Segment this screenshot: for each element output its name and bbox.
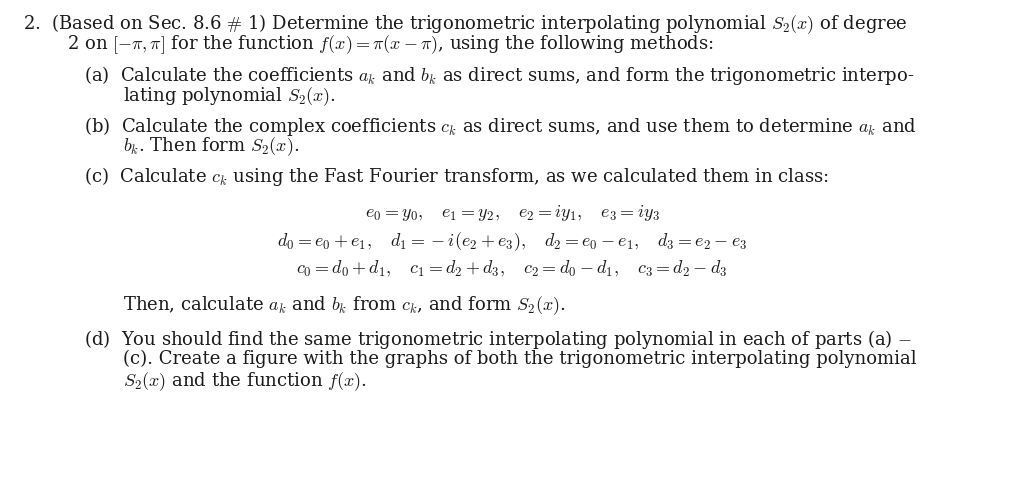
Text: $e_0 = y_0, \quad e_1 = y_2, \quad e_2 = iy_1, \quad e_3 = iy_3$: $e_0 = y_0, \quad e_1 = y_2, \quad e_2 =… <box>365 203 659 222</box>
Text: (a)  Calculate the coefficients $a_k$ and $b_k$ as direct sums, and form the tri: (a) Calculate the coefficients $a_k$ and… <box>84 64 914 87</box>
Text: $b_k$. Then form $S_2(x)$.: $b_k$. Then form $S_2(x)$. <box>123 135 299 158</box>
Text: (c). Create a figure with the graphs of both the trigonometric interpolating pol: (c). Create a figure with the graphs of … <box>123 349 916 368</box>
Text: 2 on $[-\pi, \pi]$ for the function $f(x) = \pi(x - \pi)$, using the following m: 2 on $[-\pi, \pi]$ for the function $f(x… <box>67 33 714 56</box>
Text: (d)  You should find the same trigonometric interpolating polynomial in each of : (d) You should find the same trigonometr… <box>84 328 912 351</box>
Text: $S_2(x)$ and the function $f(x)$.: $S_2(x)$ and the function $f(x)$. <box>123 370 367 393</box>
Text: $d_0 = e_0 + e_1, \quad d_1 = -i(e_2 + e_3), \quad d_2 = e_0 - e_1, \quad d_3 = : $d_0 = e_0 + e_1, \quad d_1 = -i(e_2 + e… <box>276 231 748 253</box>
Text: (c)  Calculate $c_k$ using the Fast Fourier transform, as we calculated them in : (c) Calculate $c_k$ using the Fast Fouri… <box>84 165 829 189</box>
Text: (b)  Calculate the complex coefficients $c_k$ as direct sums, and use them to de: (b) Calculate the complex coefficients $… <box>84 115 916 138</box>
Text: lating polynomial $S_2(x)$.: lating polynomial $S_2(x)$. <box>123 85 336 108</box>
Text: $c_0 = d_0 + d_1, \quad c_1 = d_2 + d_3, \quad c_2 = d_0 - d_1, \quad c_3 = d_2 : $c_0 = d_0 + d_1, \quad c_1 = d_2 + d_3,… <box>296 259 728 279</box>
Text: Then, calculate $a_k$ and $b_k$ from $c_k$, and form $S_2(x)$.: Then, calculate $a_k$ and $b_k$ from $c_… <box>123 294 565 317</box>
Text: 2.  (Based on Sec. 8.6 $\#$ 1) Determine the trigonometric interpolating polynom: 2. (Based on Sec. 8.6 $\#$ 1) Determine … <box>23 12 907 36</box>
